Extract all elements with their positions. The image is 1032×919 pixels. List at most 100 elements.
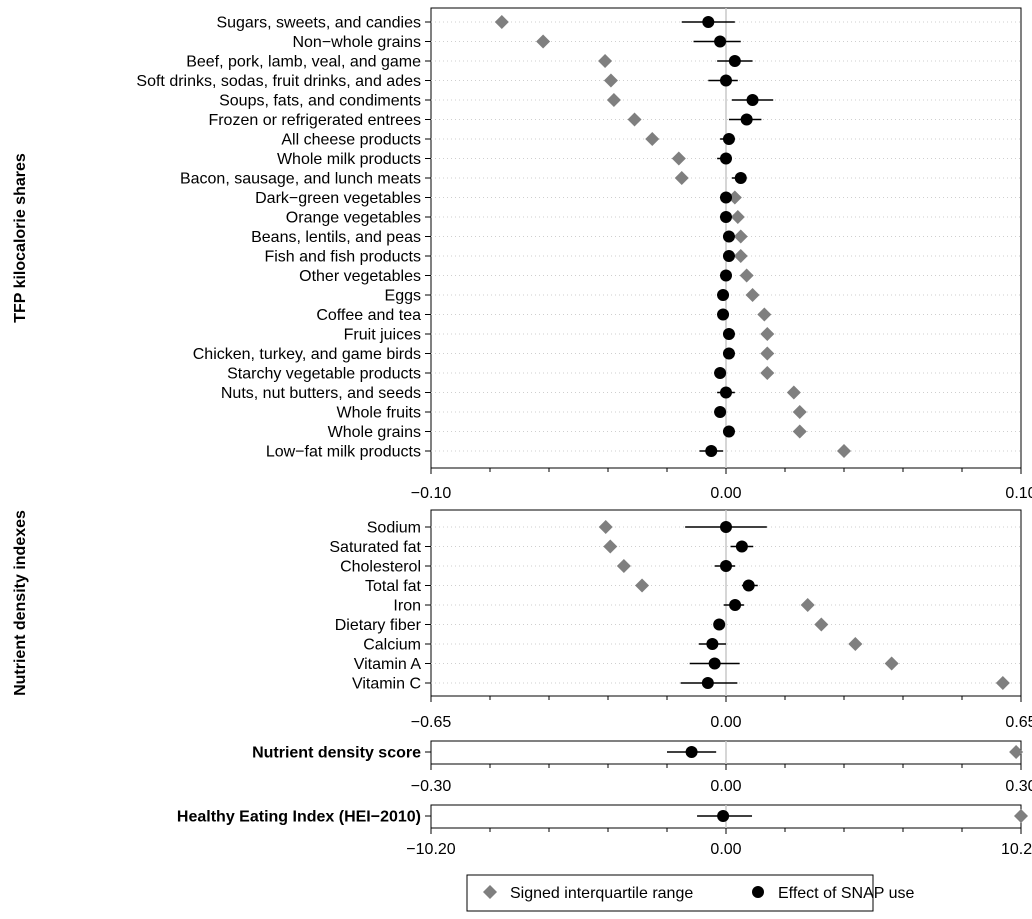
category-label: Dark−green vegetables	[255, 190, 421, 207]
snap-effect-point	[717, 308, 730, 321]
snap-effect-point	[722, 347, 735, 360]
snap-effect-point	[705, 445, 718, 457]
snap-effect-point	[742, 579, 755, 592]
category-label: Whole milk products	[277, 151, 421, 168]
snap-effect-point	[717, 289, 730, 301]
iqr-diamond-marker	[603, 73, 618, 88]
panel-nutrients: −0.65 0.00 0.65 Sodium Saturated fat Choleste…	[329, 509, 1032, 731]
iqr-diamond-marker	[598, 54, 613, 68]
legend-box	[466, 874, 874, 912]
category-label: Eggs	[385, 288, 421, 305]
category-label: Coffee and tea	[316, 307, 421, 324]
category-label: Whole grains	[328, 424, 421, 441]
snap-effect-point	[701, 677, 714, 689]
category-label: Total fat	[365, 578, 422, 595]
iqr-diamond-marker	[739, 268, 754, 283]
iqr-diamond-marker	[606, 93, 621, 107]
category-label: Saturated fat	[329, 539, 421, 556]
snap-effect-point	[717, 810, 730, 822]
category-label: Cholesterol	[340, 559, 421, 576]
iqr-diamond-marker	[745, 288, 760, 302]
snap-effect-point	[720, 269, 732, 282]
iqr-diamond-marker	[730, 210, 745, 224]
iqr-diamond-marker	[635, 578, 650, 593]
iqr-diamond-marker	[814, 617, 829, 632]
snap-effect-point	[722, 425, 735, 438]
category-label: Other vegetables	[299, 268, 421, 285]
x-tick-label: −0.10	[411, 485, 452, 502]
snap-effect-point	[734, 172, 747, 184]
snap-effect-point	[708, 657, 721, 670]
legend-iqr-label: Signed interquartile range	[510, 885, 693, 902]
iqr-diamond-marker	[1009, 745, 1024, 759]
category-label: Fruit juices	[344, 327, 421, 344]
snap-effect-point	[714, 35, 727, 48]
legend-snap-label: Effect of SNAP use	[778, 885, 914, 902]
iqr-diamond-marker	[760, 346, 775, 361]
snap-effect-point	[702, 16, 715, 28]
x-tick-label: 0.00	[710, 714, 741, 731]
iqr-diamond-marker	[733, 229, 748, 244]
snap-effect-point	[720, 521, 732, 533]
legend: Signed interquartile range Effect of SNA…	[466, 874, 914, 912]
iqr-diamond-marker	[645, 132, 660, 146]
category-label: All cheese products	[281, 132, 421, 149]
iqr-diamond-marker	[760, 366, 775, 380]
snap-effect-point	[722, 133, 735, 145]
snap-effect-point	[706, 638, 719, 650]
category-label: Dietary fiber	[335, 617, 422, 634]
iqr-diamond-marker	[848, 637, 863, 651]
snap-effect-point	[740, 113, 753, 126]
group-label-tfp: TFP kilocalorie shares	[12, 153, 29, 323]
snap-effect-point	[714, 406, 727, 418]
iqr-diamond-marker	[536, 34, 551, 49]
category-label: Nutrient density score	[252, 745, 421, 762]
category-label: Frozen or refrigerated entrees	[208, 112, 421, 129]
iqr-diamond-marker	[733, 249, 748, 263]
snap-effect-point	[713, 618, 726, 631]
category-label: Beans, lentils, and peas	[251, 229, 421, 246]
snap-effect-point	[720, 191, 732, 204]
category-label: Calcium	[363, 637, 421, 654]
panel-hei: −10.20 0.00 10.20 Healthy Eating Index (HEI…	[177, 804, 1032, 858]
iqr-diamond-marker	[786, 385, 801, 400]
snap-effect-point	[720, 560, 732, 572]
iqr-diamond-marker	[800, 598, 815, 612]
snap-effect-point	[720, 386, 732, 399]
iqr-diamond-marker	[792, 424, 807, 439]
category-label: Non−whole grains	[292, 34, 421, 51]
category-label: Orange vegetables	[286, 210, 421, 227]
category-label: Vitamin C	[352, 676, 421, 693]
category-label: Sodium	[367, 520, 421, 537]
category-label: Sugars, sweets, and candies	[216, 15, 421, 32]
category-label: Chicken, turkey, and game birds	[193, 346, 421, 363]
x-tick-label: −0.65	[411, 714, 452, 731]
category-label: Starchy vegetable products	[227, 366, 421, 383]
legend-snap-marker	[752, 886, 764, 898]
x-tick-label: 0.30	[1005, 778, 1032, 795]
iqr-diamond-marker	[603, 539, 618, 554]
snap-effect-point	[722, 328, 735, 340]
category-label: Low−fat milk products	[266, 444, 421, 461]
iqr-diamond-marker	[884, 656, 899, 671]
legend-iqr-marker	[483, 885, 497, 899]
snap-effect-point	[728, 55, 741, 67]
iqr-diamond-marker	[792, 405, 807, 419]
category-label: Fish and fish products	[264, 249, 421, 266]
category-label: Healthy Eating Index (HEI−2010)	[177, 809, 421, 826]
category-label: Soups, fats, and condiments	[219, 93, 421, 110]
category-label: Vitamin A	[354, 656, 422, 673]
x-tick-label: 0.00	[710, 485, 741, 502]
x-tick-label: 0.00	[710, 778, 741, 795]
x-tick-label: 0.10	[1005, 485, 1032, 502]
iqr-diamond-marker	[494, 15, 509, 29]
iqr-diamond-marker	[995, 676, 1010, 690]
panel-tfp: −0.10 0.00 0.10 Sugars, sweets, and candies…	[136, 7, 1032, 502]
category-label: Iron	[393, 598, 421, 615]
panel-nds: −0.30 0.00 0.30 Nutrient density score	[252, 740, 1032, 795]
iqr-diamond-marker	[671, 151, 686, 166]
x-tick-label: 0.65	[1005, 714, 1032, 731]
iqr-diamond-marker	[627, 112, 642, 127]
